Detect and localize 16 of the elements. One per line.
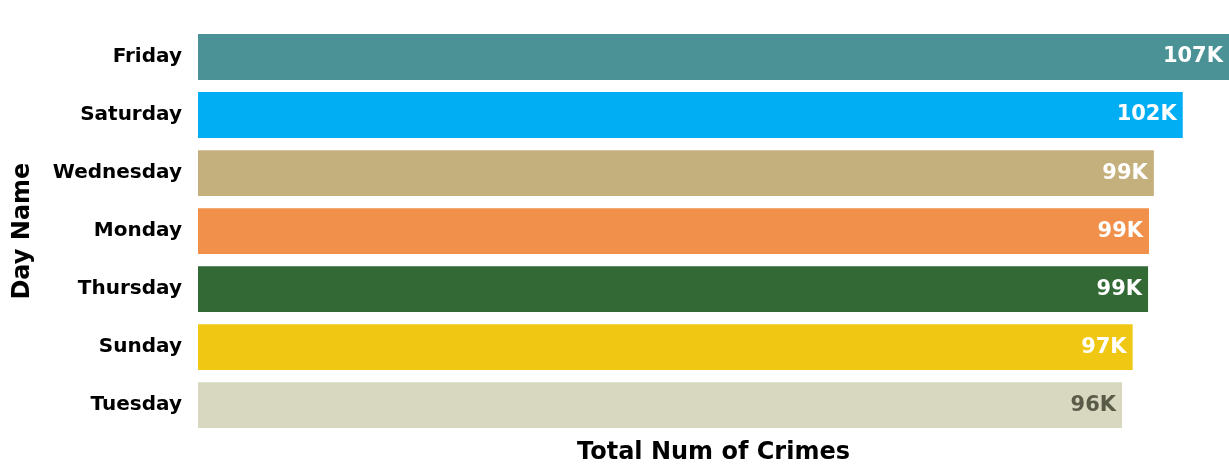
y-tick-label: Tuesday bbox=[90, 391, 182, 416]
data-label: 96K bbox=[1070, 391, 1117, 416]
y-tick-label: Friday bbox=[112, 43, 182, 68]
data-label: 99K bbox=[1102, 159, 1149, 184]
x-axis-title: Total Num of Crimes bbox=[576, 436, 850, 465]
data-label: 99K bbox=[1096, 275, 1143, 300]
y-tick-label: Saturday bbox=[80, 101, 182, 126]
y-tick-label: Thursday bbox=[77, 275, 182, 300]
y-tick-label: Wednesday bbox=[52, 159, 182, 184]
data-label: 99K bbox=[1097, 217, 1144, 242]
y-tick-label: Monday bbox=[93, 217, 182, 242]
y-tick-label: Sunday bbox=[98, 333, 182, 358]
data-label: 102K bbox=[1116, 101, 1178, 126]
y-axis-title: Day Name bbox=[6, 162, 35, 300]
data-label: 107K bbox=[1162, 43, 1224, 68]
data-label: 97K bbox=[1081, 333, 1128, 358]
